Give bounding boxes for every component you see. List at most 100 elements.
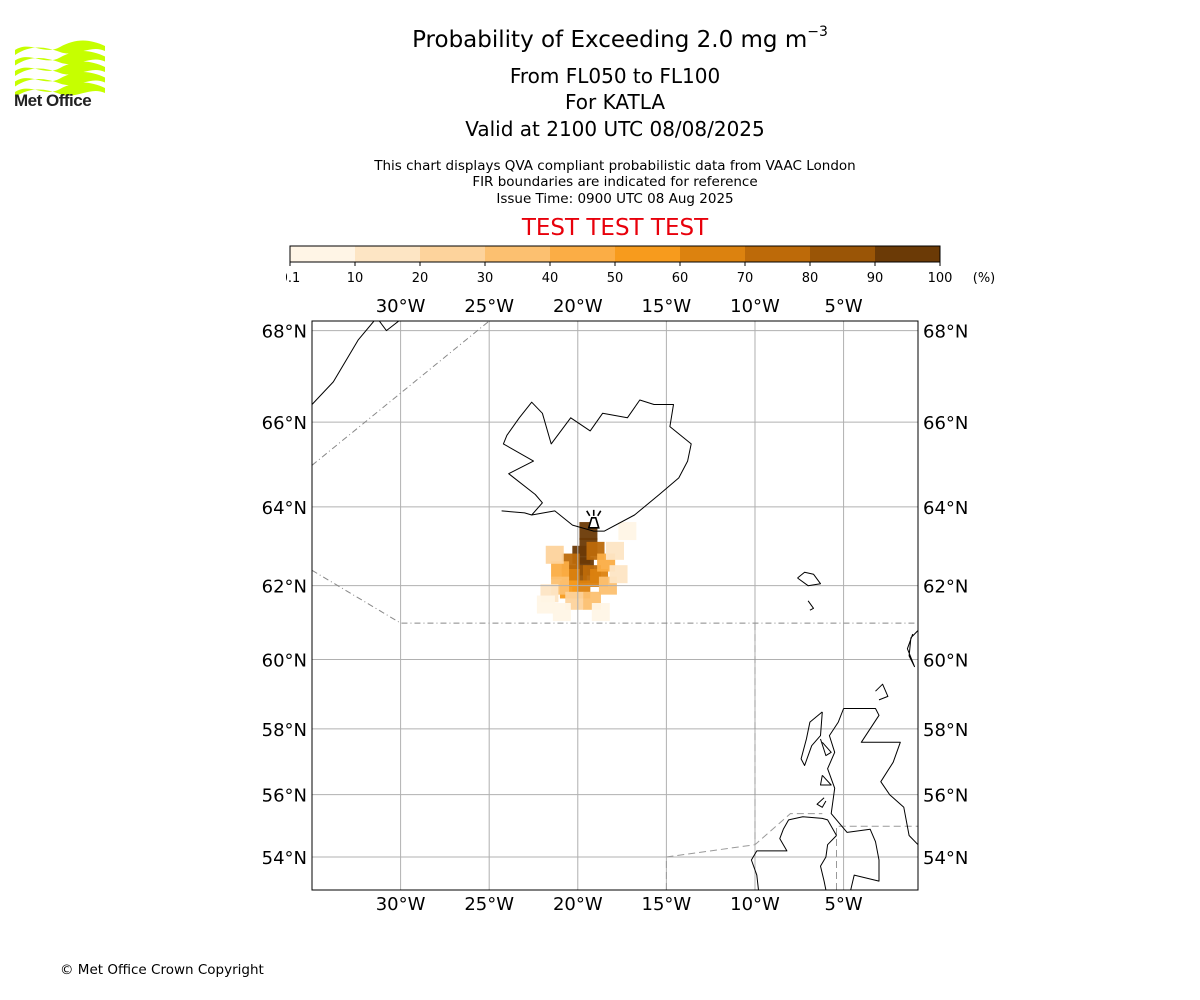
iceland-coastline bbox=[501, 399, 692, 532]
longitude-label-bottom: 15°W bbox=[642, 894, 692, 915]
latitude-label-left: 54°N bbox=[262, 848, 307, 869]
probability-cell bbox=[606, 541, 624, 560]
faroe-islands-coastline bbox=[807, 600, 814, 611]
greenland-coastline bbox=[378, 321, 400, 332]
volcano-plume bbox=[586, 509, 602, 517]
britain-west-coastline bbox=[827, 708, 880, 890]
britain-east-coastline bbox=[843, 708, 918, 846]
chart-title-exponent: −3 bbox=[807, 24, 828, 40]
logo-wordmark: Met Office bbox=[14, 91, 92, 110]
logo-wave-band bbox=[15, 61, 105, 76]
latitude-label-left: 68°N bbox=[262, 322, 307, 343]
longitude-label-top: 15°W bbox=[642, 296, 692, 317]
colorbar-tick-label: 100 bbox=[928, 271, 953, 286]
colorbar-tick-label: 90 bbox=[867, 271, 884, 286]
probability-cell bbox=[591, 603, 610, 622]
logo-wave-band bbox=[15, 51, 105, 66]
probability-cell bbox=[618, 522, 637, 541]
latitude-label-left: 64°N bbox=[262, 498, 307, 519]
latitude-label-right: 58°N bbox=[923, 720, 968, 741]
volcano-icon bbox=[586, 509, 602, 529]
longitude-label-top: 20°W bbox=[553, 296, 603, 317]
colorbar-segment bbox=[875, 246, 941, 262]
ireland-coastline bbox=[820, 835, 837, 890]
orkney-coastline bbox=[875, 683, 889, 701]
colorbar-segment bbox=[810, 246, 876, 262]
longitude-label-bottom: 5°W bbox=[824, 894, 862, 915]
probability-cell bbox=[552, 603, 571, 622]
shetland-coastline bbox=[906, 630, 918, 668]
chart-title: Probability of Exceeding 2.0 mg m−3 bbox=[385, 24, 855, 53]
colorbar-tick-label: 50 bbox=[607, 271, 624, 286]
copyright-notice: © Met Office Crown Copyright bbox=[60, 962, 264, 978]
longitude-label-bottom: 30°W bbox=[376, 894, 426, 915]
latitude-label-left: 66°N bbox=[262, 413, 307, 434]
probability-cell bbox=[536, 595, 555, 614]
chart-title-text: Probability of Exceeding 2.0 mg m bbox=[412, 27, 808, 53]
colorbar-segment bbox=[355, 246, 421, 262]
probability-map: 30°W 30°W 25°W 25°W 20°W 20°W 15°W 15°W 10°W 10°W… bbox=[262, 296, 969, 915]
longitude-label-top: 25°W bbox=[464, 296, 514, 317]
volcano-cone bbox=[587, 517, 600, 529]
logo-waves-icon bbox=[15, 40, 105, 97]
mull-coastline bbox=[820, 774, 832, 786]
colorbar-segment bbox=[680, 246, 746, 262]
latitude-label-right: 64°N bbox=[923, 498, 968, 519]
colorbar-tick-label: 20 bbox=[412, 271, 429, 286]
chart-description: This chart displays QVA compliant probab… bbox=[374, 158, 856, 174]
skye-coastline bbox=[820, 738, 832, 757]
latitude-label-right: 60°N bbox=[923, 650, 968, 671]
colorbar-segment bbox=[550, 246, 616, 262]
map-plot-area bbox=[312, 321, 918, 890]
islay-coastline bbox=[816, 797, 827, 808]
longitude-label-top: 5°W bbox=[824, 296, 862, 317]
valid-time: Valid at 2100 UTC 08/08/2025 bbox=[465, 117, 765, 141]
latitude-label-right: 66°N bbox=[923, 413, 968, 434]
colorbar-tick-label: 60 bbox=[672, 271, 689, 286]
fir-note: FIR boundaries are indicated for referen… bbox=[472, 174, 758, 190]
colorbar-tick-label: 10 bbox=[347, 271, 364, 286]
map-frame bbox=[311, 320, 919, 891]
greenland-coastline bbox=[312, 321, 375, 405]
longitude-label-bottom: 25°W bbox=[464, 894, 514, 915]
latitude-label-right: 68°N bbox=[923, 322, 968, 343]
ireland-coastline bbox=[750, 816, 837, 890]
probability-cell bbox=[545, 545, 564, 564]
colorbar: 0.1 10 20 30 40 50 60 70 80 90 100 (%) bbox=[286, 245, 996, 286]
probability-cell bbox=[551, 561, 570, 580]
longitude-label-bottom: 10°W bbox=[730, 894, 780, 915]
latitude-label-right: 54°N bbox=[923, 848, 968, 869]
colorbar-segment bbox=[290, 246, 356, 262]
colorbar-segment bbox=[615, 246, 681, 262]
colorbar-tick-label: 80 bbox=[802, 271, 819, 286]
colorbar-tick-label: 40 bbox=[542, 271, 559, 286]
met-office-logo bbox=[15, 40, 105, 97]
issue-time: Issue Time: 0900 UTC 08 Aug 2025 bbox=[496, 191, 734, 207]
latitude-label-left: 60°N bbox=[262, 650, 307, 671]
latitude-label-left: 58°N bbox=[262, 720, 307, 741]
longitude-label-bottom: 20°W bbox=[553, 894, 603, 915]
colorbar-segment bbox=[745, 246, 811, 262]
longitude-label-top: 10°W bbox=[730, 296, 780, 317]
longitude-label-top: 30°W bbox=[376, 296, 426, 317]
logo-wave-band bbox=[15, 72, 105, 87]
colorbar-tick-label: 70 bbox=[737, 271, 754, 286]
latitude-label-right: 56°N bbox=[923, 786, 968, 807]
colorbar-segment bbox=[485, 246, 551, 262]
test-banner: TEST TEST TEST bbox=[521, 215, 709, 241]
flight-level-range: From FL050 to FL100 bbox=[509, 64, 721, 88]
volcano-name: For KATLA bbox=[565, 90, 665, 114]
logo-wave-band bbox=[15, 82, 105, 97]
fir-boundary-line bbox=[665, 813, 823, 890]
colorbar-segment bbox=[420, 246, 486, 262]
faroe-islands-coastline bbox=[797, 571, 821, 587]
latitude-label-right: 62°N bbox=[923, 577, 968, 598]
colorbar-unit: (%) bbox=[973, 271, 996, 286]
latitude-label-left: 62°N bbox=[262, 577, 307, 598]
probability-cell bbox=[609, 565, 628, 584]
colorbar-tick-label: 0.1 bbox=[286, 271, 300, 286]
hebrides-coastline bbox=[800, 711, 823, 766]
colorbar-tick-label: 30 bbox=[477, 271, 494, 286]
logo-wave-band bbox=[15, 40, 105, 55]
latitude-label-left: 56°N bbox=[262, 786, 307, 807]
